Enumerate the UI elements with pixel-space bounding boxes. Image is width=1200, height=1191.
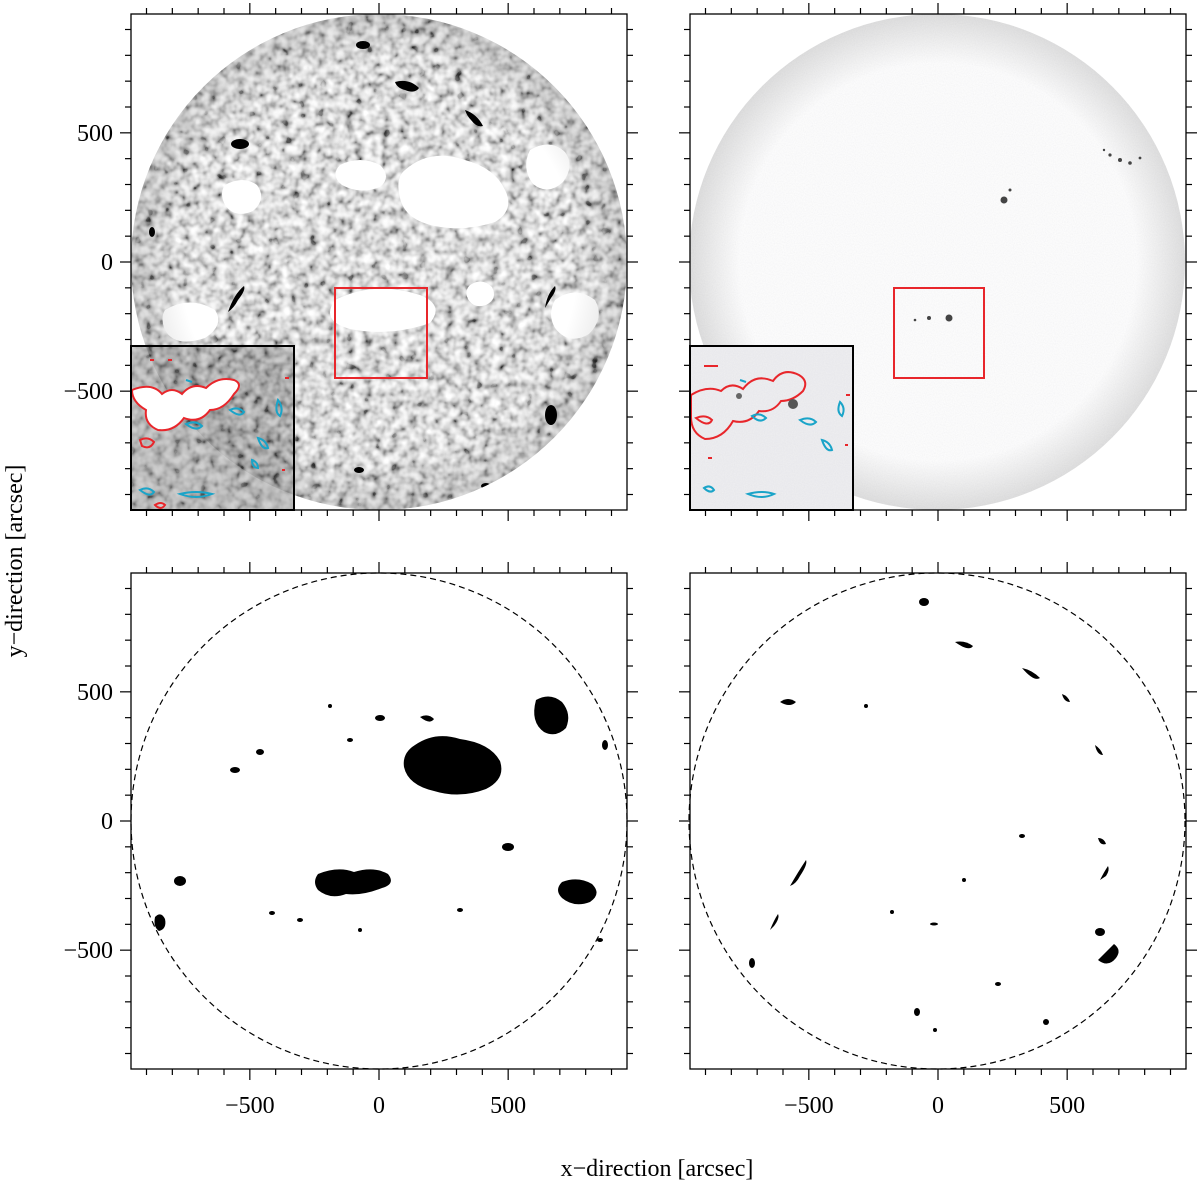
panel-dark-mask <box>688 572 1186 1070</box>
h-alpha-region-box <box>334 287 428 379</box>
x-tick-label: −500 <box>784 1093 834 1119</box>
h-alpha-inset <box>130 345 295 511</box>
plot-frame <box>130 572 628 1070</box>
panel-bright-mask <box>130 572 628 1070</box>
panel-h-alpha <box>130 14 627 511</box>
x-tick-label: −500 <box>225 1093 275 1119</box>
y-axis-title: y−direction [arcsec] <box>2 465 28 658</box>
x-tick-label: 0 <box>373 1093 385 1119</box>
y-tick-label: 500 <box>77 121 113 147</box>
y-tick-label: 0 <box>101 809 113 835</box>
y-tick-label: 0 <box>101 250 113 276</box>
x-axis-title: x−direction [arcsec] <box>561 1156 754 1182</box>
x-tick-label: 500 <box>490 1093 526 1119</box>
dark-mask-blobs <box>749 598 1119 1032</box>
y-tick-label: 500 <box>77 680 113 706</box>
y-tick-label: −500 <box>63 379 113 405</box>
continuum-region-box <box>893 287 985 379</box>
plot-frame <box>689 572 1187 1070</box>
y-tick-label: −500 <box>63 938 113 964</box>
limb-circle <box>688 572 1186 1070</box>
x-tick-label: 0 <box>932 1093 944 1119</box>
continuum-disk-image <box>690 14 1185 510</box>
limb-circle <box>130 572 628 1070</box>
x-tick-label: 500 <box>1049 1093 1085 1119</box>
continuum-inset <box>689 345 854 511</box>
bright-mask-blobs <box>154 696 608 942</box>
panel-continuum <box>689 14 1185 511</box>
axes-layer: −500 0 500 −500 −500 0 0 500 500 −500 0 500 <box>63 3 1197 1119</box>
